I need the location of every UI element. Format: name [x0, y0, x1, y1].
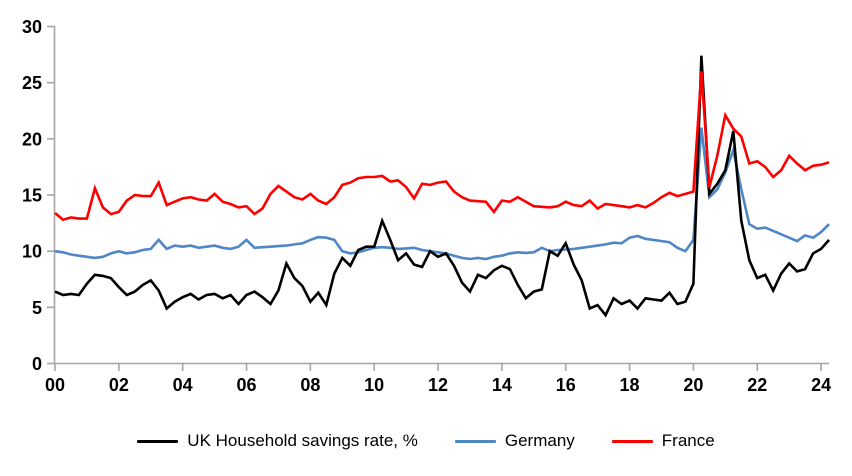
y-tick-label: 0 [32, 354, 42, 374]
legend-item-uk: UK Household savings rate, % [137, 431, 418, 451]
x-tick-label: 02 [109, 375, 129, 395]
x-tick-label: 16 [556, 375, 576, 395]
legend-item-france: France [611, 431, 715, 451]
y-tick-label: 10 [22, 242, 42, 262]
y-tick-label: 5 [32, 298, 42, 318]
x-tick-label: 22 [747, 375, 767, 395]
legend-item-germany: Germany [454, 431, 575, 451]
x-tick-label: 06 [237, 375, 257, 395]
y-tick-label: 30 [22, 17, 42, 37]
x-tick-label: 12 [428, 375, 448, 395]
x-tick-label: 04 [173, 375, 193, 395]
legend-label-uk: UK Household savings rate, % [187, 431, 418, 450]
line-chart-plot: 0 5 10 15 20 25 30 00 02 04 06 08 10 12 14 16 18 20 22 24 [22, 17, 831, 395]
x-tick-label: 20 [683, 375, 703, 395]
x-tick-label: 10 [364, 375, 384, 395]
x-tick-label: 18 [620, 375, 640, 395]
legend-swatch-france-icon [611, 439, 653, 443]
x-tick-label: 14 [492, 375, 512, 395]
series-line-germany [54, 127, 831, 261]
y-tick-label: 20 [22, 129, 42, 149]
legend-label-france: France [661, 431, 715, 450]
legend-label-germany: Germany [504, 431, 575, 450]
x-tick-label: 00 [45, 375, 65, 395]
legend-swatch-uk-icon [137, 439, 179, 443]
y-tick-label: 15 [22, 186, 42, 206]
x-tick-label: 08 [300, 375, 320, 395]
x-tick-label: 24 [811, 375, 831, 395]
chart-legend: UK Household savings rate, % Germany Fra… [0, 426, 852, 456]
y-tick-label: 25 [22, 73, 42, 93]
legend-swatch-germany-icon [454, 439, 496, 443]
series-line-france [54, 71, 830, 222]
series-line-uk [54, 55, 831, 318]
